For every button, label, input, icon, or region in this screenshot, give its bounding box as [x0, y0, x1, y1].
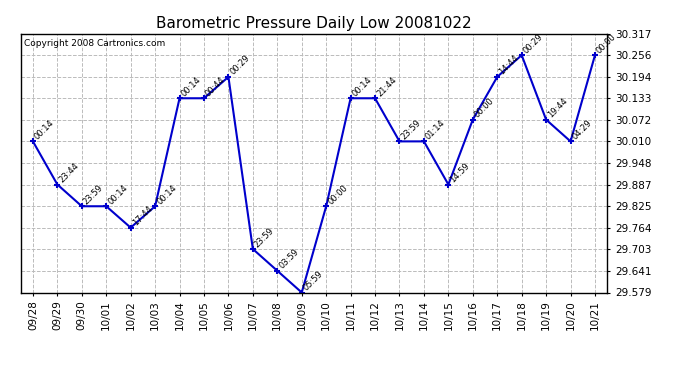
- Text: 23:59: 23:59: [400, 118, 423, 141]
- Text: 00:00: 00:00: [326, 183, 349, 206]
- Text: 14:59: 14:59: [448, 161, 471, 184]
- Text: 04:29: 04:29: [571, 118, 593, 141]
- Text: 23:44: 23:44: [57, 161, 81, 184]
- Text: 00:00: 00:00: [473, 96, 496, 120]
- Text: Copyright 2008 Cartronics.com: Copyright 2008 Cartronics.com: [23, 39, 165, 48]
- Text: 03:59: 03:59: [277, 248, 301, 271]
- Text: 21:44: 21:44: [375, 75, 398, 98]
- Title: Barometric Pressure Daily Low 20081022: Barometric Pressure Daily Low 20081022: [156, 16, 472, 31]
- Text: 23:59: 23:59: [253, 226, 276, 249]
- Text: 00:14: 00:14: [33, 118, 56, 141]
- Text: 00:29: 00:29: [522, 32, 545, 55]
- Text: 19:44: 19:44: [546, 96, 569, 120]
- Text: 05:59: 05:59: [302, 269, 325, 292]
- Text: 23:59: 23:59: [82, 183, 105, 206]
- Text: 00:44: 00:44: [204, 75, 227, 98]
- Text: 00:14: 00:14: [155, 183, 178, 206]
- Text: 00:14: 00:14: [106, 183, 130, 206]
- Text: 01:14: 01:14: [424, 118, 447, 141]
- Text: 00:14: 00:14: [351, 75, 374, 98]
- Text: 00:14: 00:14: [179, 75, 203, 98]
- Text: 14:44: 14:44: [497, 54, 520, 77]
- Text: 00:29: 00:29: [228, 54, 252, 77]
- Text: 00:00: 00:00: [595, 32, 618, 55]
- Text: 17:44: 17:44: [130, 204, 154, 228]
